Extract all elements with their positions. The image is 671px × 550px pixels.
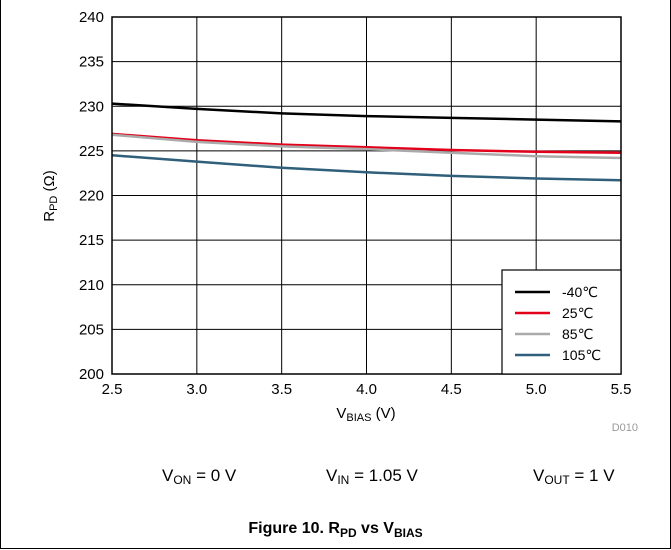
- series-line-2: [111, 133, 622, 160]
- y-tick-label: 205: [79, 321, 104, 338]
- condition-vout: VOUT = 1 V: [533, 466, 615, 487]
- y-tick-label: 220: [79, 188, 104, 205]
- plot-area-border: [111, 16, 622, 375]
- legend-label: 25℃: [562, 305, 593, 321]
- x-tick-label: 3.5: [271, 381, 292, 398]
- series-line-1: [111, 132, 622, 154]
- figure-caption: Figure 10. RPD vs VBIAS: [248, 520, 423, 540]
- y-tick-label: 240: [79, 9, 104, 26]
- legend: -40℃ 25℃ 85℃ 105℃: [501, 269, 622, 375]
- legend-label: -40℃: [562, 284, 598, 300]
- legend-label: 105℃: [562, 347, 601, 363]
- x-tick-label: 3.0: [186, 381, 207, 398]
- series-line-0: [111, 102, 622, 123]
- x-tick-label: 2.5: [102, 381, 123, 398]
- figure-code: D010: [612, 422, 638, 434]
- y-tick-label: 210: [79, 277, 104, 294]
- condition-von: VON = 0 V: [162, 466, 237, 487]
- condition-vin: VIN = 1.05 V: [326, 466, 418, 487]
- y-tick-label: 200: [79, 366, 104, 383]
- series-line-3: [111, 154, 622, 182]
- y-tick-label: 230: [79, 98, 104, 115]
- series-lines: [111, 102, 622, 182]
- x-tick-label: 4.5: [441, 381, 462, 398]
- y-tick-label: 215: [79, 232, 104, 249]
- x-tick-label: 4.0: [356, 381, 377, 398]
- y-tick-label: 225: [79, 143, 104, 160]
- line-chart: 2.5 3.0 3.5 4.0 4.5 5.0 5.5 200 205 210 215 220 225 2…: [41, 9, 638, 434]
- legend-label: 85℃: [562, 326, 593, 342]
- y-tick-label: 235: [79, 54, 104, 71]
- x-tick-label: 5.5: [611, 381, 632, 398]
- legend-box: [501, 269, 622, 375]
- y-axis-label: RPD (Ω): [41, 170, 60, 222]
- tick-labels: 2.5 3.0 3.5 4.0 4.5 5.0 5.5 200 205 210 215 220 225 2…: [79, 9, 631, 398]
- x-axis-label: VBIAS (V): [336, 405, 395, 424]
- x-tick-label: 5.0: [526, 381, 547, 398]
